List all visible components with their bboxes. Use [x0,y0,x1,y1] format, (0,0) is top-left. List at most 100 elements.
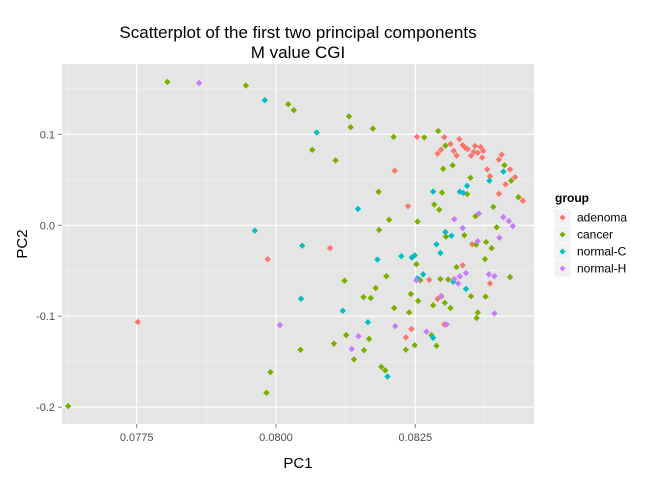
data-point-normal-C [251,227,259,234]
data-point-cancer [442,233,450,240]
data-point-normal-H [505,217,513,225]
data-point-adenoma [519,197,527,204]
data-point-cancer [347,124,354,131]
data-point-normal-H [355,333,362,340]
data-point-normal-C [463,182,471,189]
data-point-cancer [482,238,490,246]
data-point-cancer [383,272,390,280]
data-point-adenoma [483,166,491,173]
data-point-normal-C [374,256,381,263]
data-point-normal-H [451,275,458,283]
data-point-cancer [414,218,421,225]
data-point-cancer [385,216,393,223]
data-point-adenoma [441,134,448,141]
grid-minor [62,64,534,424]
data-point-cancer [411,341,418,349]
data-point-cancer [332,157,339,164]
data-point-cancer [413,260,420,268]
data-point-normal-H [491,272,498,280]
data-point-cancer [442,142,449,149]
data-point-normal-H [475,210,483,217]
data-points [64,78,527,410]
data-point-cancer [378,363,385,371]
data-point-adenoma [486,173,494,180]
data-point-normal-H [474,237,481,245]
data-point-cancer [369,125,377,132]
data-point-cancer [402,346,410,353]
data-point-adenoma [453,152,460,159]
legend-marker-normal-H [559,265,566,272]
data-point-adenoma [456,135,463,143]
data-point-adenoma [437,146,445,153]
data-point-cancer [438,189,446,196]
data-point-normal-H [462,269,470,277]
data-point-cancer [367,294,374,302]
data-point-normal-C [297,295,305,302]
data-point-normal-C [398,252,405,260]
data-point-adenoma [408,325,415,333]
data-point-normal-C [354,205,362,213]
data-point-cancer [447,304,454,312]
data-point-adenoma [480,147,487,155]
data-point-cancer [437,275,444,283]
data-point-normal-H [455,280,462,287]
data-point-normal-C [448,232,455,239]
data-point-cancer [506,273,514,281]
data-point-normal-H [500,213,507,221]
data-point-normal-C [442,228,449,236]
data-point-cancer [382,367,389,374]
data-point-adenoma [264,255,271,263]
legend-marker-adenoma [559,214,566,221]
data-point-normal-H [413,277,420,284]
data-point-adenoma [464,145,471,153]
data-point-adenoma [134,318,141,326]
legend-item-cancer: cancer [553,225,613,244]
data-point-adenoma [391,167,398,174]
y-axis-title: PC2 [14,229,31,258]
data-point-cancer [490,203,497,211]
data-point-adenoma [413,133,421,141]
data-point-cancer [360,293,367,301]
x-axis: 0.0775 0.0800 0.0825 [120,424,432,444]
data-point-normal-H [392,323,399,330]
data-point-adenoma [477,143,484,151]
data-point-adenoma [447,140,454,148]
data-point-normal-C [261,97,269,104]
data-point-normal-H [496,234,503,241]
data-point-cancer [390,304,398,312]
data-point-adenoma [495,156,503,163]
data-point-adenoma [498,151,505,158]
series-normal-C [251,97,507,380]
legend-label-normal-H: normal-H [577,262,626,276]
data-point-normal-C [429,334,437,342]
legend-item-adenoma: adenoma [553,208,627,227]
data-point-cancer [345,113,353,120]
data-point-normal-C [419,271,427,278]
data-point-cancer [375,188,382,196]
data-point-cancer [375,226,383,234]
legend-title: group [555,191,589,205]
data-point-cancer [429,302,437,309]
data-point-normal-H [423,328,430,335]
legend: group adenoma cancer normal-C normal-H [553,191,627,278]
data-point-cancer [341,277,348,284]
data-point-cancer [365,335,373,343]
data-point-normal-H [485,271,493,278]
x-axis-title: PC1 [283,455,312,472]
data-point-normal-H [276,321,284,329]
data-point-cancer [488,244,495,252]
y-axis: -0.2 -0.1 0.0 0.1 [36,129,62,414]
data-point-cancer [482,293,489,300]
data-point-normal-C [486,177,493,184]
data-point-cancer [414,297,422,305]
data-point-adenoma [478,154,486,161]
data-point-cancer [164,78,171,86]
series-adenoma [134,133,527,341]
data-point-adenoma [511,174,519,181]
legend-marker-normal-C [559,248,566,255]
data-point-adenoma [402,334,410,341]
data-point-cancer [242,82,250,89]
data-point-normal-C [411,252,418,259]
data-point-normal-C [384,373,391,380]
data-point-normal-H [195,79,203,87]
